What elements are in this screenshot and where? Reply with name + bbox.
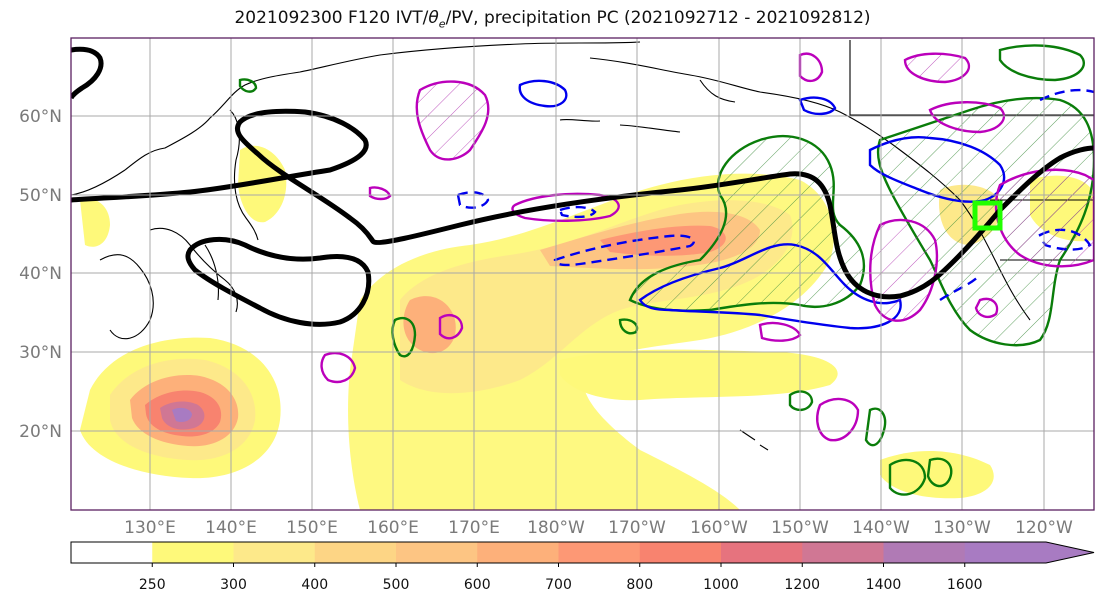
- colorbar-tick-label: 400: [301, 577, 328, 593]
- lon-label: 130°W: [933, 518, 991, 538]
- colorbar-segment: [558, 542, 641, 563]
- lon-label: 150°W: [771, 518, 829, 538]
- lon-label: 150°E: [286, 518, 338, 538]
- colorbar-tick-label: 250: [139, 577, 166, 593]
- lat-label: 20°N: [19, 422, 62, 442]
- graticule: [71, 38, 1094, 510]
- latitude-labels: 60°N 50°N 40°N 30°N 20°N: [19, 107, 62, 442]
- lat-label: 40°N: [19, 264, 62, 284]
- colorbar-segment: [639, 542, 722, 563]
- target-box: [972, 200, 1003, 231]
- colorbar-tick-label: 1600: [947, 577, 983, 593]
- colorbar-segment: [721, 542, 803, 563]
- theta-e-contours-positive: [238, 44, 1094, 496]
- colorbar-tick-label: 1400: [866, 577, 902, 593]
- lat-label: 50°N: [19, 186, 62, 206]
- colorbar-segment: [233, 542, 316, 563]
- lon-label: 140°W: [852, 518, 910, 538]
- colorbar-tick-label: 1000: [703, 577, 739, 593]
- colorbar-segment: [802, 542, 884, 563]
- map-frame: [70, 37, 1095, 511]
- colorbar-tick-label: 1200: [784, 577, 820, 593]
- colorbar-segment: [477, 542, 559, 563]
- colorbar-segment: [152, 542, 234, 563]
- longitude-labels: 130°E 140°E 150°E 160°E 170°E 180°W 170°W 160°W…: [124, 518, 1073, 538]
- colorbar-segment: [964, 542, 1047, 563]
- colorbar: [70, 541, 1095, 564]
- colorbar-tick-labels: 250 300 400 500 600 700 800 1000 1200 1400 1600: [139, 563, 983, 593]
- colorbar-segment: [396, 542, 478, 563]
- lon-label: 140°E: [205, 518, 257, 538]
- lon-label: 180°W: [527, 518, 585, 538]
- colorbar-tick-label: 700: [545, 577, 572, 593]
- lat-label: 30°N: [19, 343, 62, 363]
- lat-label: 60°N: [19, 107, 62, 127]
- lon-label: 160°W: [690, 518, 748, 538]
- lon-label: 170°W: [608, 518, 666, 538]
- colorbar-extend-arrow: [1046, 542, 1094, 563]
- colorbar-segment: [71, 542, 153, 563]
- colorbar-segment: [883, 542, 966, 563]
- colorbar-segment: [314, 542, 397, 563]
- lon-label: 130°E: [124, 518, 176, 538]
- colorbar-tick-label: 500: [383, 577, 410, 593]
- ivt-contour: [71, 46, 1094, 327]
- lon-label: 160°E: [367, 518, 419, 538]
- lon-label: 120°W: [1015, 518, 1073, 538]
- lon-label: 170°E: [448, 518, 500, 538]
- colorbar-tick-label: 600: [464, 577, 491, 593]
- map-title: 2021092300 F120 IVT/θe/PV, precipitation…: [234, 8, 871, 31]
- colorbar-outline: [70, 541, 1095, 564]
- colorbar-tick-label: 800: [626, 577, 653, 593]
- colorbar-tick-label: 300: [220, 577, 247, 593]
